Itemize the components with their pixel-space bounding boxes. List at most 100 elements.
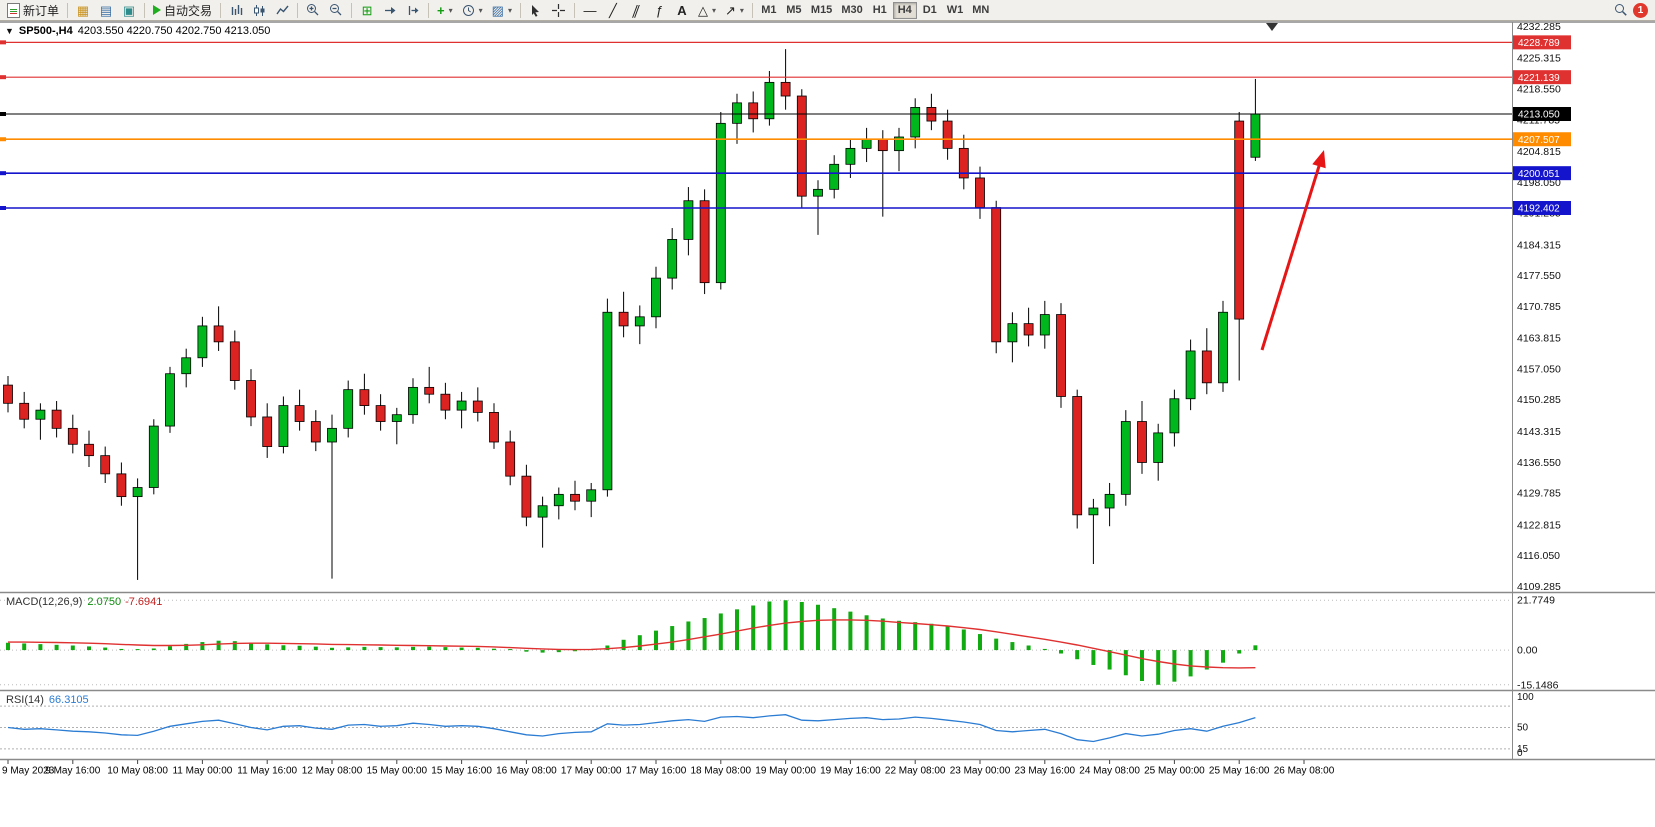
candle-body [229,341,240,381]
timeframe-m5-button[interactable]: M5 [782,2,806,19]
timeframe-h1-button[interactable]: H1 [868,2,892,19]
terminal-button[interactable]: ▣ [118,1,140,19]
time-axis-label: 15 May 00:00 [366,766,427,777]
text-button[interactable]: A [671,1,693,19]
line-left-marker [0,112,6,117]
price-tick-label: 4170.785 [1517,301,1561,313]
shapes-icon: △ [697,2,708,18]
chart-shift-marker[interactable] [1266,23,1278,31]
candle-body [1039,314,1050,336]
terminal-icon: ▣ [122,2,136,18]
time-axis-label: 23 May 16:00 [1014,766,1075,777]
timeframe-d1-button[interactable]: D1 [918,2,942,19]
zoom-in-button[interactable] [302,1,324,19]
candle-body [408,386,418,416]
periods-button[interactable]: ▾ [458,1,487,19]
autotrading-label: 自动交易 [164,3,213,18]
macd-axis-label: 21.7749 [1517,595,1555,607]
price-badge-label: 4200.051 [1518,169,1560,180]
toolbar-separator [144,2,146,18]
candle-body [19,402,30,420]
trendline-button[interactable]: ╱ [602,1,624,19]
candle-body [1169,398,1180,434]
candle-body [1072,396,1083,516]
candle-body [181,357,192,375]
cursor-arrow-icon [532,4,540,17]
timeframe-w1-button[interactable]: W1 [943,2,968,19]
new-order-button[interactable]: 新订单 [3,1,63,19]
candle-body [343,389,354,429]
candle-body [861,138,872,149]
candle-body [35,409,46,420]
toolbar-separator [428,2,430,18]
templates-icon: ▨ [491,2,504,18]
time-axis-label: 26 May 08:00 [1274,766,1335,777]
price-badge-label: 4213.050 [1518,110,1560,121]
candlestick-chart-button[interactable] [248,1,270,19]
candle-body [780,81,791,97]
macd-signal-value: -7.6941 [125,596,163,608]
time-axis-label: 16 May 08:00 [496,766,557,777]
line-chart-button[interactable] [271,1,293,19]
navigator-button[interactable]: ▤ [95,1,117,19]
text-label-icon: A [677,2,687,18]
price-badge-label: 4192.402 [1518,204,1560,215]
line-left-marker [0,171,6,176]
toolbar-separator [297,2,299,18]
channel-button[interactable]: ∥ [625,1,647,19]
fibonacci-button[interactable]: ƒ [648,1,670,19]
timeframe-h4-button[interactable]: H4 [892,1,917,19]
candle-body [634,316,645,327]
candle-body [910,107,921,138]
auto-scroll-button[interactable] [379,1,401,19]
crosshair-button[interactable] [548,1,570,19]
timeframe-m30-button[interactable]: M30 [837,2,866,19]
price-tick-label: 4177.550 [1517,270,1561,282]
candle-body [246,380,256,418]
navigator-icon: ▤ [99,2,113,18]
zoom-out-icon [330,4,342,16]
toolbar-separator [573,2,575,18]
shapes-button[interactable]: △ ▾ [694,1,720,19]
candle-body [813,188,823,197]
indicators-button[interactable]: + ▾ [433,1,457,19]
candlestick-chart-icon [253,4,265,16]
arrows-button[interactable]: ↗ ▾ [721,1,748,19]
templates-button[interactable]: ▨ ▾ [488,1,516,19]
bar-chart-button[interactable] [225,1,247,19]
chart-header: ▼ SP500-,H4 4203.550 4220.750 4202.750 4… [5,25,270,37]
candle-body [310,421,321,443]
tile-windows-button[interactable]: ⊞ [356,1,378,19]
price-badge-label: 4207.507 [1518,135,1560,146]
candle-body [1185,350,1196,400]
time-axis-label: 10 May 08:00 [107,766,168,777]
search-button[interactable] [1610,1,1632,19]
market-watch-button[interactable]: ▦ [72,1,94,19]
candle-body [262,416,273,447]
trend-arrow-head[interactable] [1312,150,1326,169]
price-badge [1513,70,1571,85]
timeframe-m1-button[interactable]: M1 [757,2,781,19]
zoom-out-button[interactable] [325,1,347,19]
one-click-trading-icon[interactable]: ▼ [5,26,14,36]
cursor-button[interactable] [525,1,547,19]
candle-body [294,405,305,422]
candle-body [553,493,564,507]
clock-icon [462,4,474,16]
horizontal-line-button[interactable]: — [579,1,601,19]
rsi-axis-label: 50 [1517,723,1529,734]
timeframe-m15-button[interactable]: M15 [807,2,836,19]
candle-body [472,400,483,413]
chart-shift-button[interactable] [402,1,424,19]
trend-arrow-line[interactable] [1260,159,1323,351]
candle-body [489,412,499,443]
price-badge-label: 4221.139 [1518,73,1560,84]
time-axis-label: 12 May 08:00 [302,766,363,777]
autotrading-button[interactable]: 自动交易 [149,1,216,19]
notification-badge[interactable]: 1 [1633,2,1648,18]
timeframe-mn-button[interactable]: MN [968,2,993,19]
rsi-line [7,714,1256,743]
price-badge [1513,201,1571,215]
toolbar-separator [351,2,353,18]
